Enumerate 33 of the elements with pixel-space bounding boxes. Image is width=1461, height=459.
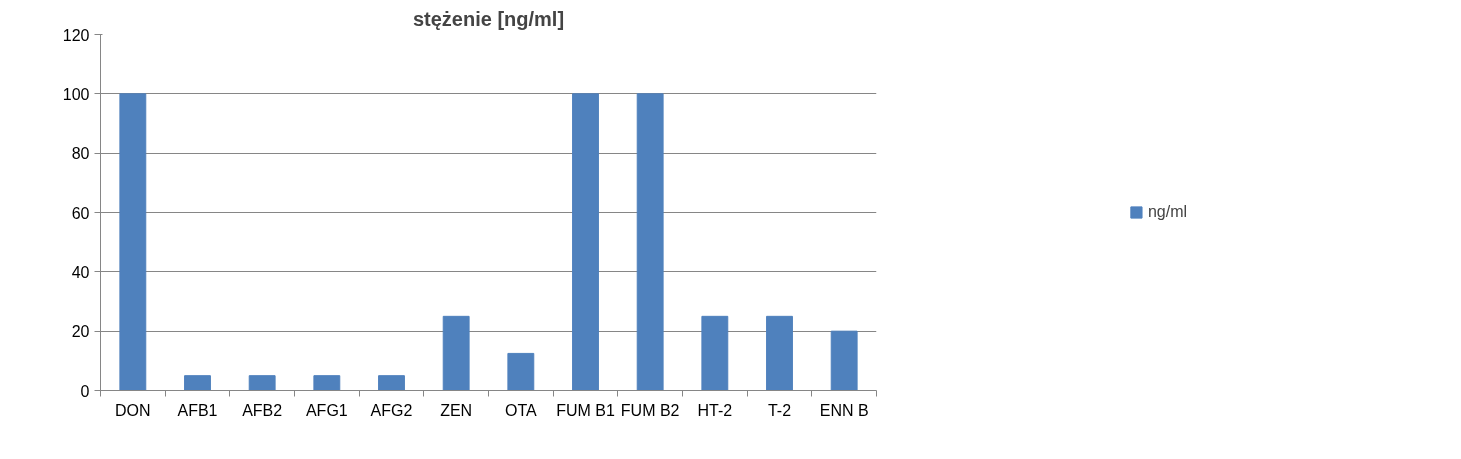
bar (119, 93, 147, 391)
y-tick-label: 20 (71, 323, 90, 341)
x-tick-label: FUM B1 (556, 401, 615, 419)
bar (313, 375, 341, 391)
bar (572, 93, 599, 391)
y-tick-label: 0 (80, 382, 90, 400)
bar (766, 315, 793, 391)
x-tick-label: DON (115, 401, 151, 419)
x-tick-label: AFG2 (370, 401, 413, 419)
bar (442, 315, 470, 391)
bar (701, 315, 729, 391)
y-tick-label: 60 (71, 204, 90, 222)
x-tick-label: OTA (504, 401, 538, 419)
bar (184, 375, 211, 391)
bar (830, 330, 858, 391)
bar (378, 375, 405, 391)
x-tick-label: AFB1 (177, 401, 218, 419)
x-tick-label: ZEN (440, 401, 473, 419)
x-tick-label: FUM B2 (620, 401, 680, 419)
legend-label: ng/ml (1147, 203, 1188, 221)
y-tick-label: 80 (71, 145, 90, 163)
y-tick-label: 40 (71, 263, 90, 281)
chart-title: stężenie [ng/ml] (412, 7, 565, 30)
x-tick-label: T-2 (767, 401, 792, 419)
bar (636, 93, 664, 391)
bar (507, 352, 535, 391)
x-tick-label: AFG1 (305, 401, 348, 419)
bar (248, 375, 276, 391)
y-tick-label: 120 (62, 26, 90, 44)
y-tick-label: 100 (62, 85, 90, 103)
x-tick-label: ENN B (819, 401, 869, 419)
x-tick-label: HT-2 (697, 401, 733, 419)
x-tick-label: AFB2 (242, 401, 283, 419)
